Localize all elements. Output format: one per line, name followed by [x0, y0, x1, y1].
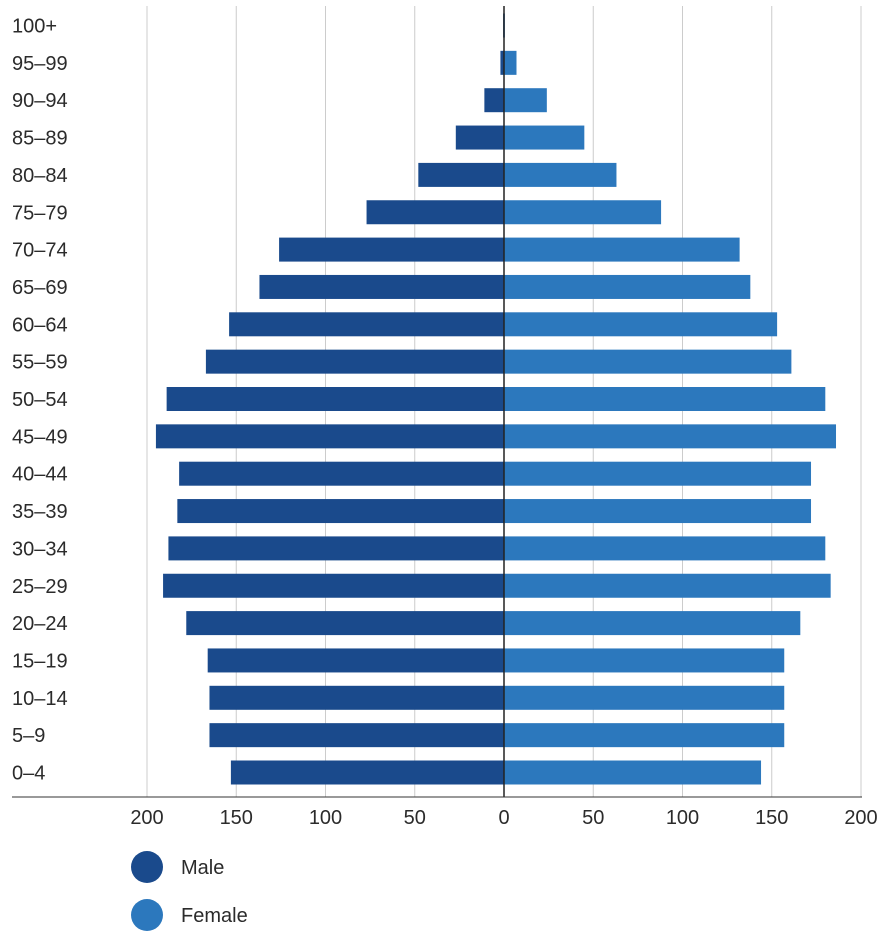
- x-tick-label: 0: [498, 807, 509, 829]
- x-tick-label: 50: [582, 807, 604, 829]
- bar-male-20-24: [186, 611, 504, 636]
- bar-male-0-4: [230, 760, 504, 785]
- bar-female-60-64: [504, 312, 778, 337]
- category-label: 50–54: [12, 389, 68, 411]
- category-label: 35–39: [12, 501, 68, 523]
- legend-swatch-male: [131, 851, 163, 883]
- category-label: 70–74: [12, 240, 68, 262]
- category-label: 10–14: [12, 688, 68, 710]
- bar-male-85-89: [455, 125, 504, 150]
- bars: [155, 13, 837, 785]
- bar-male-30-34: [168, 536, 505, 561]
- bar-female-55-59: [504, 349, 792, 374]
- bar-female-80-84: [504, 162, 617, 187]
- x-tick-labels: 200 150 100 50 0 50 100 150 200: [130, 807, 877, 829]
- bar-male-75-79: [366, 200, 504, 225]
- bar-female-85-89: [504, 125, 585, 150]
- category-label: 40–44: [12, 464, 68, 486]
- category-label: 25–29: [12, 576, 68, 598]
- bar-male-80-84: [418, 162, 504, 187]
- bar-female-50-54: [504, 387, 826, 411]
- bar-female-70-74: [504, 237, 740, 262]
- x-tick-label: 50: [404, 807, 426, 829]
- category-label: 80–84: [12, 165, 68, 187]
- bar-female-20-24: [504, 611, 801, 636]
- bar-female-90-94: [504, 88, 547, 113]
- bar-male-45-49: [155, 424, 505, 449]
- legend-label-male: Male: [181, 857, 224, 879]
- bar-male-60-64: [229, 312, 505, 337]
- x-tick-label: 150: [755, 807, 788, 829]
- legend: Male Female: [131, 851, 248, 931]
- category-labels: 100+ 95–99 90–94 85–89 80–84 75–79 70–74 65–69 6…: [12, 16, 68, 785]
- x-tick-label: 200: [844, 807, 877, 829]
- category-label: 90–94: [12, 90, 68, 112]
- bar-male-65-69: [259, 274, 504, 299]
- bar-female-15-19: [504, 648, 785, 673]
- bar-male-25-29: [163, 573, 504, 598]
- category-label: 30–34: [12, 538, 68, 560]
- category-label: 0–4: [12, 763, 45, 785]
- category-label: 75–79: [12, 202, 68, 224]
- category-label: 15–19: [12, 650, 68, 672]
- category-label: 45–49: [12, 426, 68, 448]
- bar-female-40-44: [504, 461, 812, 486]
- bar-female-75-79: [504, 200, 662, 225]
- bar-male-15-19: [207, 648, 504, 673]
- bar-female-35-39: [504, 499, 812, 524]
- bar-male-55-59: [205, 349, 504, 374]
- bar-female-25-29: [504, 573, 831, 598]
- x-tick-label: 150: [220, 807, 253, 829]
- x-tick-label: 100: [309, 807, 342, 829]
- category-label: 100+: [12, 16, 57, 38]
- bar-male-50-54: [166, 387, 504, 411]
- bar-male-35-39: [177, 499, 504, 524]
- bar-male-10-14: [209, 685, 504, 710]
- bar-female-30-34: [504, 536, 826, 561]
- bar-female-65-69: [504, 274, 751, 299]
- category-label: 60–64: [12, 314, 68, 336]
- x-tick-label: 200: [130, 807, 163, 829]
- bar-male-5-9: [209, 723, 504, 748]
- bar-female-10-14: [504, 685, 785, 710]
- bar-male-70-74: [279, 237, 504, 262]
- category-label: 85–89: [12, 128, 68, 150]
- bar-male-40-44: [179, 461, 504, 486]
- bar-female-45-49: [504, 424, 837, 449]
- axes: [12, 6, 862, 798]
- bar-male-90-94: [484, 88, 504, 113]
- bar-female-5-9: [504, 723, 785, 748]
- legend-label-female: Female: [181, 905, 248, 927]
- legend-swatch-female: [131, 899, 163, 931]
- category-label: 65–69: [12, 277, 68, 299]
- category-label: 55–59: [12, 352, 68, 374]
- category-label: 5–9: [12, 725, 45, 747]
- bar-male-95-99: [500, 50, 504, 75]
- bar-female-95-99: [504, 50, 517, 75]
- category-label: 20–24: [12, 613, 68, 635]
- bar-female-0-4: [504, 760, 762, 785]
- x-tick-label: 100: [666, 807, 699, 829]
- category-label: 95–99: [12, 53, 68, 75]
